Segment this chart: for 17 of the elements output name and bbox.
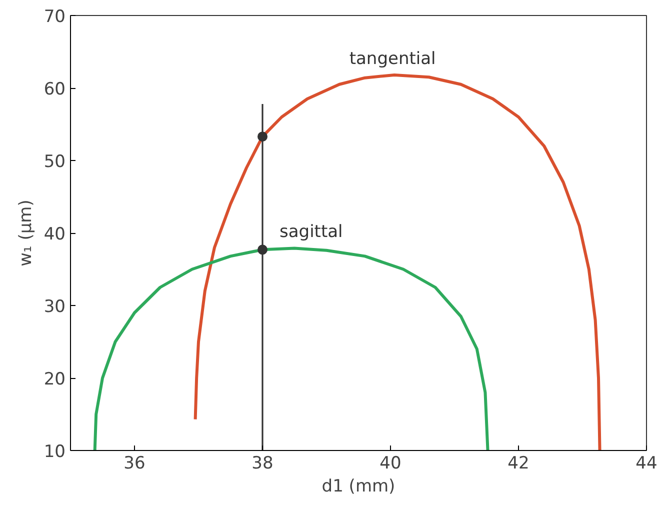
y-tick-label: 40 (44, 224, 66, 244)
x-tick-label: 38 (252, 454, 274, 474)
line-series (194, 73, 602, 450)
x-axis-title: d1 (mm) (322, 476, 396, 496)
y-tick-label: 50 (44, 152, 66, 172)
y-tick-label: 30 (44, 297, 66, 317)
series-label: sagittal (280, 222, 343, 242)
y-tick-label: 10 (44, 442, 66, 462)
x-tick-label: 36 (124, 454, 146, 474)
x-tick-label: 42 (508, 454, 530, 474)
x-tick-label: 44 (636, 454, 658, 474)
y-axis-title: w₁ (μm) (16, 200, 36, 266)
y-tick-label: 20 (44, 370, 66, 390)
series-label: tangential (349, 48, 436, 69)
y-tick-label: 60 (44, 80, 66, 100)
y-tick-label: 70 (44, 7, 66, 27)
x-tick-label: 40 (380, 454, 402, 474)
